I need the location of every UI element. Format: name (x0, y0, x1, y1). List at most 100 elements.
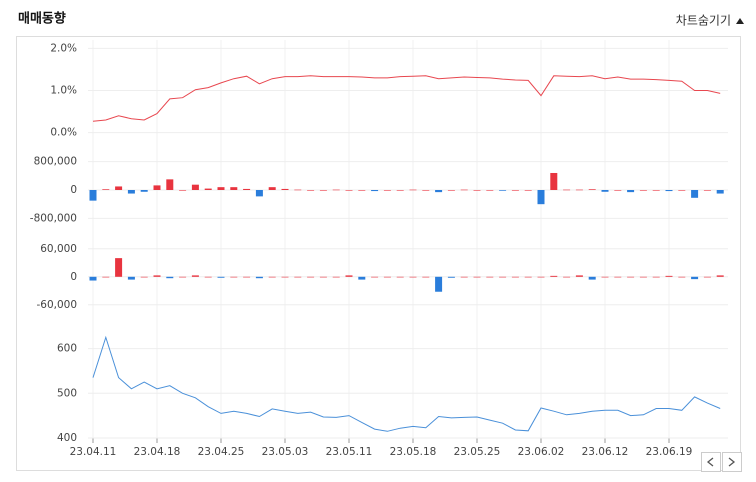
prev-box[interactable] (701, 452, 721, 472)
bar (435, 190, 443, 193)
bar (268, 276, 276, 278)
next-icon[interactable] (728, 457, 736, 467)
bar (332, 276, 340, 278)
x-tick-label: 23.04.25 (198, 446, 245, 458)
bar (230, 276, 238, 278)
bar (422, 276, 430, 278)
bar (703, 190, 711, 191)
bar (665, 275, 673, 277)
bar (486, 190, 494, 191)
y-tick-label: 400 (57, 432, 77, 444)
bar (294, 276, 302, 278)
bar (332, 189, 340, 191)
x-tick-label: 23.05.18 (390, 446, 437, 458)
bar (102, 276, 110, 278)
y-tick-label: 800,000 (34, 156, 77, 168)
bar (140, 276, 148, 278)
bar (447, 276, 455, 278)
y-tick-label: -60,000 (36, 299, 77, 311)
x-tick-label: 23.06.02 (518, 446, 565, 458)
bar (499, 190, 507, 191)
bar (614, 190, 622, 191)
bar (716, 275, 724, 277)
x-tick-label: 23.05.25 (454, 446, 501, 458)
bar (627, 276, 635, 278)
bar (358, 190, 366, 191)
bar (524, 276, 532, 278)
bar (499, 276, 507, 278)
bar (371, 190, 379, 192)
bar (563, 276, 571, 278)
x-tick-label: 23.06.19 (646, 446, 693, 458)
y-tick-label: 600 (57, 343, 77, 355)
x-tick-label: 23.04.11 (70, 446, 117, 458)
toggle-arrow[interactable] (736, 18, 744, 24)
bar (588, 276, 596, 280)
bar (89, 276, 97, 281)
bar (537, 276, 545, 278)
bar (127, 190, 135, 194)
prev-button[interactable] (701, 452, 721, 472)
bar (524, 190, 532, 191)
line (92, 335, 721, 432)
bar (153, 185, 161, 190)
bar (652, 190, 660, 191)
bar (550, 172, 558, 190)
bar (319, 276, 327, 278)
bar (166, 179, 174, 190)
bar (281, 188, 289, 190)
bar (140, 190, 148, 192)
x-tick-label: 23.05.03 (262, 446, 309, 458)
chart-box (16, 36, 741, 471)
x-tick-label: 23.05.11 (326, 446, 373, 458)
bar (383, 276, 391, 278)
bar (396, 190, 404, 191)
bar (255, 276, 263, 279)
bar (639, 190, 647, 191)
bar (435, 276, 443, 292)
bar (703, 276, 711, 278)
bar (281, 276, 289, 278)
bar (460, 276, 468, 278)
bar (345, 190, 353, 191)
bar (345, 275, 353, 277)
bar (294, 189, 302, 191)
bar (486, 276, 494, 278)
next-box[interactable] (722, 452, 742, 472)
bar (255, 190, 263, 197)
bar (691, 276, 699, 280)
bar (601, 190, 609, 192)
bar (204, 188, 212, 190)
bar (102, 189, 110, 190)
bar (678, 190, 686, 191)
x-tick-label: 23.06.12 (582, 446, 629, 458)
bar (511, 190, 519, 191)
bar (115, 186, 123, 190)
prev-icon[interactable] (706, 457, 714, 467)
bar (243, 188, 251, 190)
toggle-button[interactable]: 차트숨기기 (676, 14, 744, 28)
section-title: 매매동향 (18, 11, 66, 27)
bar (243, 276, 251, 278)
bar (115, 258, 123, 277)
y-tick-label: 60,000 (40, 243, 77, 255)
line (92, 75, 721, 122)
toggle-label[interactable]: 차트숨기기 (676, 14, 731, 28)
bar (179, 276, 187, 278)
bar (307, 276, 315, 278)
bar (575, 189, 583, 191)
bar (652, 276, 660, 278)
bar (307, 190, 315, 191)
bar (191, 275, 199, 277)
y-tick-label: 500 (57, 387, 77, 399)
bar (191, 184, 199, 190)
bar (473, 190, 481, 191)
bar (89, 190, 97, 201)
y-tick-label: 0 (70, 271, 77, 283)
bar (409, 276, 417, 278)
next-button[interactable] (722, 452, 742, 472)
bar (422, 190, 430, 191)
bar (396, 276, 404, 278)
